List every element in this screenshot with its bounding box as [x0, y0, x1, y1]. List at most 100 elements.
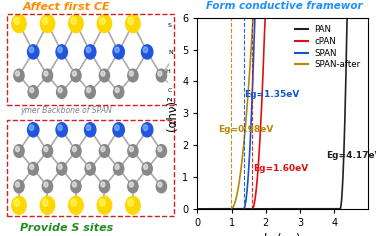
Circle shape — [12, 196, 26, 214]
Text: Eg=0.98eV: Eg=0.98eV — [218, 125, 273, 134]
Circle shape — [56, 45, 67, 59]
cPAN — [336, 16, 340, 19]
Circle shape — [58, 47, 62, 53]
Text: Eg=1.35eV: Eg=1.35eV — [245, 90, 300, 99]
cPAN — [226, 207, 231, 210]
Circle shape — [129, 147, 133, 152]
Circle shape — [129, 71, 133, 76]
Circle shape — [141, 123, 153, 137]
Circle shape — [156, 180, 167, 193]
Circle shape — [56, 123, 67, 137]
Legend: PAN, cPAN, SPAN, SPAN-after: PAN, cPAN, SPAN, SPAN-after — [291, 22, 364, 73]
Circle shape — [128, 69, 138, 82]
Circle shape — [99, 180, 109, 193]
Circle shape — [29, 125, 34, 131]
cPAN — [195, 207, 200, 210]
Circle shape — [71, 199, 77, 206]
Circle shape — [14, 17, 20, 25]
Text: Eg=4.17eV: Eg=4.17eV — [326, 151, 376, 160]
cPAN — [306, 16, 311, 19]
Circle shape — [40, 196, 55, 214]
SPAN-after — [298, 16, 302, 19]
PAN — [366, 16, 371, 19]
PAN — [336, 207, 340, 210]
Line: cPAN: cPAN — [197, 18, 368, 209]
Circle shape — [158, 182, 162, 187]
PAN — [195, 207, 200, 210]
Circle shape — [128, 199, 133, 206]
Circle shape — [113, 123, 124, 137]
SPAN — [336, 16, 340, 19]
Circle shape — [158, 147, 162, 152]
Circle shape — [44, 71, 48, 76]
SPAN-after — [261, 16, 265, 19]
Circle shape — [85, 86, 96, 98]
PAN — [306, 207, 311, 210]
Circle shape — [101, 182, 105, 187]
Text: C: C — [168, 88, 173, 93]
Text: Eg=1.60eV: Eg=1.60eV — [253, 164, 308, 173]
Circle shape — [142, 162, 152, 175]
Circle shape — [58, 164, 62, 169]
Circle shape — [15, 71, 20, 76]
Circle shape — [126, 15, 140, 33]
Circle shape — [128, 17, 133, 25]
Circle shape — [14, 69, 24, 82]
Circle shape — [30, 164, 34, 169]
Circle shape — [27, 45, 39, 59]
Circle shape — [156, 69, 167, 82]
Circle shape — [101, 147, 105, 152]
Circle shape — [72, 182, 76, 187]
Circle shape — [143, 125, 148, 131]
Circle shape — [15, 182, 20, 187]
Circle shape — [71, 17, 77, 25]
Circle shape — [56, 162, 67, 175]
Circle shape — [115, 164, 119, 169]
cPAN — [366, 16, 371, 19]
Circle shape — [14, 199, 20, 206]
PAN — [261, 207, 265, 210]
Circle shape — [42, 17, 48, 25]
Line: SPAN-after: SPAN-after — [197, 18, 368, 209]
SPAN-after — [323, 16, 327, 19]
SPAN — [253, 16, 257, 19]
Circle shape — [115, 125, 119, 131]
SPAN — [323, 16, 327, 19]
SPAN — [366, 16, 371, 19]
Circle shape — [129, 182, 133, 187]
SPAN-after — [195, 207, 200, 210]
Circle shape — [42, 199, 48, 206]
Circle shape — [71, 145, 81, 157]
SPAN — [261, 16, 265, 19]
Circle shape — [56, 86, 67, 98]
Text: N: N — [168, 50, 173, 55]
PAN — [226, 207, 231, 210]
Circle shape — [156, 145, 167, 157]
Circle shape — [28, 162, 38, 175]
Circle shape — [128, 145, 138, 157]
SPAN — [226, 207, 231, 210]
Circle shape — [99, 145, 109, 157]
Circle shape — [12, 15, 26, 33]
Circle shape — [58, 88, 62, 93]
Circle shape — [42, 69, 53, 82]
Line: PAN: PAN — [197, 18, 368, 209]
cPAN — [263, 16, 267, 19]
Circle shape — [86, 164, 91, 169]
Circle shape — [58, 125, 62, 131]
PAN — [323, 207, 327, 210]
Circle shape — [97, 15, 112, 33]
X-axis label: hν(ev): hν(ev) — [264, 233, 302, 236]
Circle shape — [115, 47, 119, 53]
Circle shape — [14, 145, 24, 157]
cPAN — [298, 16, 302, 19]
SPAN-after — [336, 16, 340, 19]
Text: Provide S sites: Provide S sites — [20, 223, 113, 233]
Circle shape — [143, 47, 148, 53]
Circle shape — [113, 45, 124, 59]
SPAN — [306, 16, 311, 19]
SPAN-after — [366, 16, 371, 19]
Line: SPAN: SPAN — [197, 18, 368, 209]
Circle shape — [86, 88, 91, 93]
Text: H: H — [165, 69, 170, 74]
